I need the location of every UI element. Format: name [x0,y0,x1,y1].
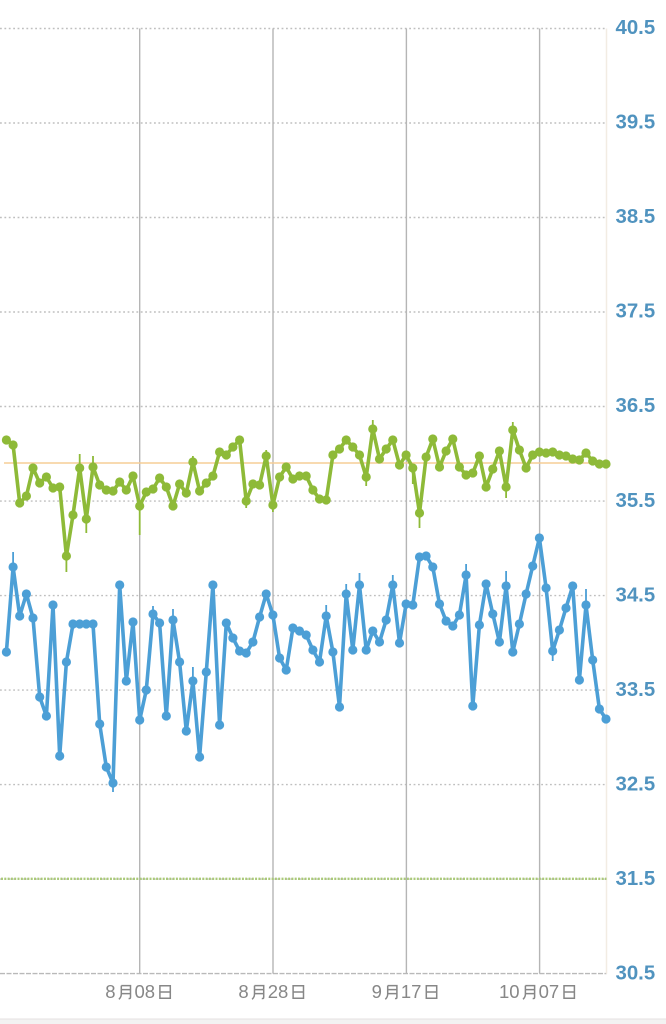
svg-text:9: 9 [372,981,382,1002]
svg-text:32.5: 32.5 [616,773,656,795]
svg-text:36.5: 36.5 [616,395,656,417]
svg-text:37.5: 37.5 [616,301,656,323]
svg-text:30.5: 30.5 [616,962,656,984]
svg-text:40.5: 40.5 [616,17,656,39]
svg-text:08: 08 [135,981,156,1002]
svg-text:33.5: 33.5 [616,679,656,701]
svg-text:17: 17 [401,981,422,1002]
svg-text:39.5: 39.5 [616,112,656,134]
svg-text:38.5: 38.5 [616,206,656,228]
svg-text:31.5: 31.5 [616,868,656,890]
svg-text:28: 28 [268,981,289,1002]
svg-text:10: 10 [499,981,520,1002]
svg-text:8: 8 [105,981,115,1002]
svg-text:8: 8 [238,981,248,1002]
svg-text:07: 07 [539,981,560,1002]
svg-text:35.5: 35.5 [616,490,656,512]
svg-text:34.5: 34.5 [616,584,656,606]
